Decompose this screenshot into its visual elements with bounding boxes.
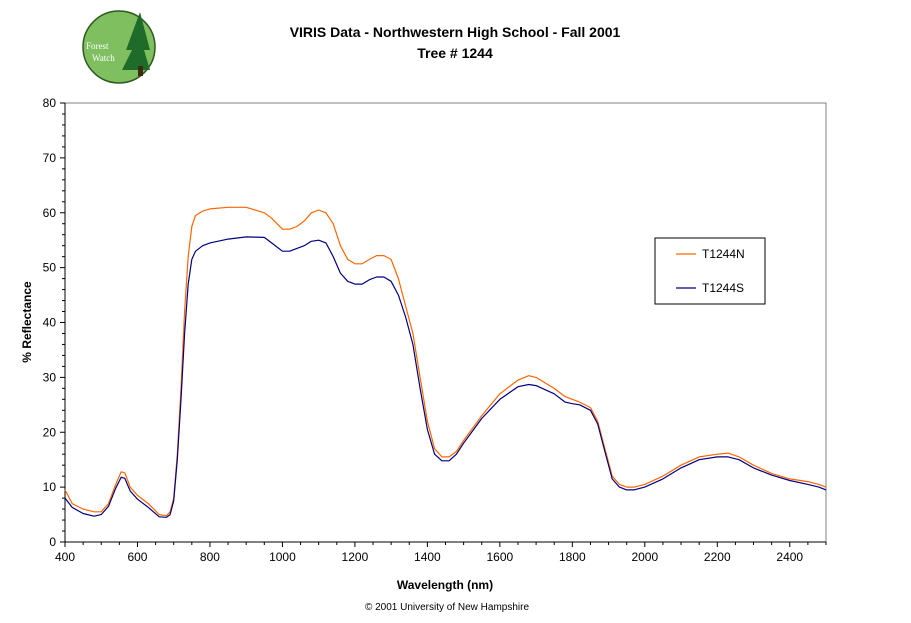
x-tick-label: 2400	[776, 550, 803, 564]
series-line-t1244n	[64, 206, 827, 517]
x-tick-label: 600	[127, 550, 147, 564]
plot-area	[64, 102, 827, 543]
x-tick-label: 1400	[414, 550, 441, 564]
y-tick-label: 70	[43, 151, 57, 165]
copyright-footer: © 2001 University of New Hampshire	[365, 602, 530, 613]
series-line-t1244s	[64, 236, 827, 518]
y-tick-label: 10	[43, 480, 57, 494]
ticks: 400 600 800 1000 1200 1400 1600 1800 2000 2200 240…	[43, 96, 827, 564]
y-tick-label: 20	[43, 425, 57, 439]
logo-text-line2: Watch	[92, 53, 115, 63]
x-tick-label: 1000	[269, 550, 296, 564]
x-tick-label: 1800	[559, 550, 586, 564]
x-tick-label: 1600	[487, 550, 514, 564]
y-tick-label: 0	[49, 535, 56, 549]
logo-trunk-icon	[138, 66, 143, 76]
legend-label-t1244n: T1244N	[702, 247, 745, 261]
y-axis-title: % Reflectance	[20, 281, 34, 363]
legend-box	[654, 237, 766, 305]
legend: T1244N T1244S	[654, 237, 766, 305]
series	[64, 206, 827, 518]
logo-text-line1: Forest	[86, 41, 109, 51]
logo-tree-icon	[122, 12, 150, 70]
x-axis-title: Wavelength (nm)	[397, 578, 493, 592]
x-tick-label: 2200	[704, 550, 731, 564]
y-tick-label: 30	[43, 370, 57, 384]
y-tick-label: 60	[43, 206, 57, 220]
x-tick-label: 800	[200, 550, 220, 564]
y-tick-label: 80	[43, 96, 57, 110]
y-tick-label: 40	[43, 316, 57, 330]
chart-title: VIRIS Data - Northwestern High School - …	[290, 24, 621, 40]
x-tick-label: 2000	[631, 550, 658, 564]
x-tick-label: 400	[55, 550, 75, 564]
forest-watch-logo: Forest Watch	[82, 10, 156, 84]
legend-label-t1244s: T1244S	[702, 281, 744, 295]
y-tick-label: 50	[43, 261, 57, 275]
x-tick-label: 1200	[342, 550, 369, 564]
chart-subtitle: Tree # 1244	[417, 45, 493, 61]
